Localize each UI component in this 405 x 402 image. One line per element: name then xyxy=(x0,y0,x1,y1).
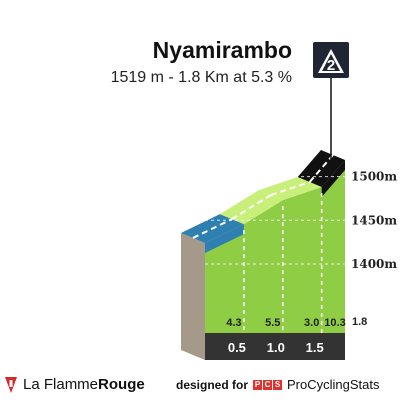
distance-label: 1.5 xyxy=(306,340,324,355)
gradient-label: 4.3 xyxy=(226,317,241,329)
chart-title: Nyamirambo xyxy=(153,37,292,63)
gradient-label: 10.3 xyxy=(324,317,345,329)
flame-logo-icon xyxy=(5,376,17,393)
distance-label: 1.0 xyxy=(267,340,285,355)
profile-front-face xyxy=(205,160,345,333)
segment-centerline-1 xyxy=(192,218,233,239)
segment-band-4 xyxy=(321,160,345,198)
segment-centerline-2 xyxy=(231,194,272,220)
profile-side-face xyxy=(181,232,205,360)
distance-label: 0.5 xyxy=(228,340,246,355)
y-tick-label: 1450m xyxy=(351,213,397,227)
brand-prefix: La Flamme xyxy=(23,376,99,393)
footer: La FlammeRouge designed for P C S ProCyc… xyxy=(0,370,405,400)
pcs-name: ProCyclingStats xyxy=(287,377,380,392)
segment-top-4 xyxy=(297,150,345,188)
credit: designed for P C S ProCyclingStats xyxy=(176,377,380,392)
distance-label-end: 1.8 xyxy=(352,316,367,328)
brand-name: La FlammeRouge xyxy=(23,376,145,393)
y-tick-label: 1500m xyxy=(351,170,397,184)
credit-label: designed for xyxy=(176,377,249,392)
gradient-label: 3.0 xyxy=(304,317,319,329)
distance-base xyxy=(205,333,345,360)
brand: La FlammeRouge xyxy=(4,376,145,393)
gradient-label: 5.5 xyxy=(265,317,280,329)
badge-triangle-inner xyxy=(322,54,340,71)
pcs-logo-icon: P C S xyxy=(253,379,283,390)
pcs-letter-p: P xyxy=(253,379,263,390)
pcs-letter-c: C xyxy=(263,379,273,390)
profile-area: 4.3 5.5 3.0 10.3 0.5 1.0 1.5 1.8 xyxy=(181,150,367,360)
y-tick-label: 1400m xyxy=(351,257,397,271)
brand-suffix: Rouge xyxy=(98,376,145,393)
climb-category-badge: 2 xyxy=(313,42,349,160)
chart-subtitle: 1519 m - 1.8 Km at 5.3 % xyxy=(111,69,292,86)
y-axis-ticks: 1400m 1450m 1500m xyxy=(351,170,397,271)
segment-band-1 xyxy=(205,224,244,253)
pcs-letter-s: S xyxy=(273,379,283,390)
segment-centerline-4 xyxy=(308,154,334,183)
segment-centerline-3 xyxy=(270,181,310,197)
badge-label: 2 xyxy=(327,57,335,74)
